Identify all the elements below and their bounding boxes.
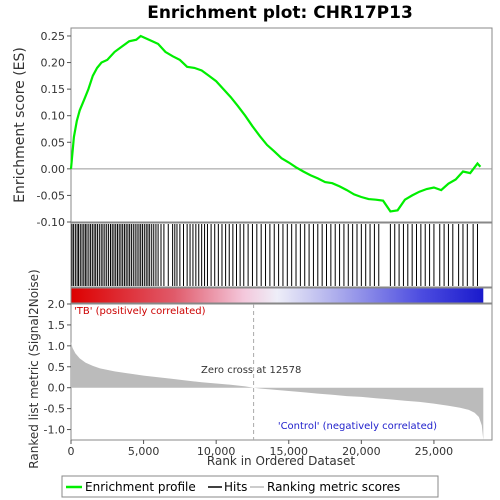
es-y-tick-label: 0.25 <box>41 30 66 43</box>
chart-title: Enrichment plot: CHR17P13 <box>147 3 413 23</box>
metric-y-tick-label: 0.5 <box>48 361 66 374</box>
metric-y-tick-label: 1.0 <box>48 340 66 353</box>
metric-y-tick-label: 1.5 <box>48 319 66 332</box>
es-y-tick-label: 0.15 <box>41 83 66 96</box>
hit-marks <box>71 224 478 286</box>
colorbar-frame <box>70 287 493 304</box>
x-tick-label: 0 <box>68 445 75 458</box>
es-y-tick-label: -0.05 <box>37 189 65 202</box>
rank-colorbar <box>70 287 493 304</box>
es-y-tick-label: 0.00 <box>41 163 66 176</box>
metric-y-tick-label: -0.5 <box>44 403 65 416</box>
es-y-label: Enrichment score (ES) <box>12 47 28 203</box>
metric-y-tick-label: 2.0 <box>48 298 66 311</box>
legend-label-metric: Ranking metric scores <box>267 480 400 494</box>
x-tick-label: 5,000 <box>128 445 160 458</box>
legend-label-hits: Hits <box>224 480 247 494</box>
hits-area <box>70 222 493 288</box>
es-y-axis: -0.10 -0.05 0.00 0.05 0.10 0.15 0.20 0.25 <box>37 30 71 229</box>
legend-label-profile: Enrichment profile <box>85 480 196 494</box>
positive-label: 'TB' (positively correlated) <box>74 306 206 317</box>
metric-y-label: Ranked list metric (Signal2Noise) <box>27 269 41 468</box>
x-axis-label: Rank in Ordered Dataset <box>207 454 355 468</box>
zero-cross-label: Zero cross at 12578 <box>201 365 301 376</box>
x-axis: 0 5,000 10,000 15,000 20,000 25,000 <box>68 440 454 458</box>
es-panel: -0.10 -0.05 0.00 0.05 0.10 0.15 0.20 0.25 Enric… <box>12 27 493 229</box>
negative-label: 'Control' (negatively correlated) <box>278 421 437 432</box>
es-plot-area <box>70 27 493 223</box>
colorbar-gradient <box>71 288 484 303</box>
x-tick-label: 15,000 <box>270 445 309 458</box>
enrichment-profile-line <box>69 34 482 213</box>
metric-y-tick-label: -1.0 <box>44 424 65 437</box>
x-tick-label: 20,000 <box>342 445 381 458</box>
metric-y-axis: -1.0 -0.5 0.0 0.5 1.0 1.5 2.0 <box>44 298 71 437</box>
es-y-tick-label: 0.20 <box>41 57 66 70</box>
x-tick-label: 10,000 <box>197 445 236 458</box>
ranking-metric-area <box>71 341 484 440</box>
x-tick-label: 25,000 <box>415 445 454 458</box>
hits-panel <box>70 222 493 288</box>
es-y-tick-label: 0.05 <box>41 136 66 149</box>
metric-panel: -1.0 -0.5 0.0 0.5 1.0 1.5 2.0 'TB' (positively… <box>27 269 493 469</box>
metric-plot-area <box>70 303 493 441</box>
es-y-tick-label: 0.10 <box>41 110 66 123</box>
es-y-tick-label: -0.10 <box>37 216 65 229</box>
legend: Enrichment profile Hits Ranking metric s… <box>61 475 439 498</box>
metric-y-tick-label: 0.0 <box>48 382 66 395</box>
